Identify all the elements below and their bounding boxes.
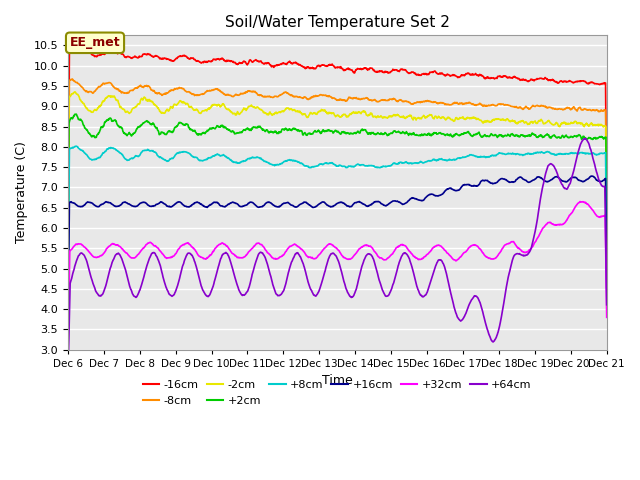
+16cm	[492, 180, 499, 186]
+2cm	[64, 295, 72, 300]
-2cm	[71, 89, 79, 95]
-2cm	[421, 115, 429, 121]
-16cm	[171, 57, 179, 62]
+16cm	[171, 202, 179, 207]
+64cm	[64, 376, 72, 382]
+64cm	[539, 184, 547, 190]
-16cm	[603, 226, 611, 231]
-16cm	[72, 44, 79, 50]
Line: +64cm: +64cm	[68, 139, 607, 379]
-16cm	[244, 60, 252, 66]
+8cm	[603, 269, 611, 275]
+32cm	[171, 252, 179, 258]
+8cm	[184, 150, 192, 156]
+8cm	[171, 153, 179, 158]
-8cm	[184, 89, 192, 95]
-16cm	[539, 76, 547, 82]
+32cm	[421, 254, 429, 260]
+2cm	[492, 132, 499, 138]
+16cm	[244, 201, 252, 206]
+8cm	[64, 308, 72, 314]
+32cm	[492, 255, 499, 261]
-8cm	[68, 76, 76, 82]
-16cm	[421, 71, 429, 77]
-8cm	[539, 103, 547, 108]
+2cm	[603, 246, 611, 252]
Legend: -16cm, -8cm, -2cm, +2cm, +8cm, +16cm, +32cm, +64cm: -16cm, -8cm, -2cm, +2cm, +8cm, +16cm, +3…	[138, 376, 536, 410]
+8cm	[492, 153, 499, 158]
-16cm	[492, 75, 499, 81]
Line: +8cm: +8cm	[68, 146, 607, 311]
+64cm	[603, 302, 611, 308]
-8cm	[64, 274, 72, 279]
+64cm	[244, 288, 252, 293]
Y-axis label: Temperature (C): Temperature (C)	[15, 142, 28, 243]
+2cm	[184, 122, 192, 128]
-2cm	[171, 101, 179, 107]
-8cm	[421, 98, 429, 104]
+32cm	[539, 226, 547, 231]
+32cm	[244, 250, 252, 256]
-8cm	[244, 88, 252, 94]
-2cm	[184, 102, 192, 108]
X-axis label: Time: Time	[322, 374, 353, 387]
-8cm	[171, 86, 179, 92]
+2cm	[72, 111, 80, 117]
-2cm	[603, 239, 611, 245]
+64cm	[421, 293, 429, 299]
Line: +32cm: +32cm	[68, 202, 607, 361]
+64cm	[582, 136, 589, 142]
Line: +16cm: +16cm	[68, 176, 607, 337]
-2cm	[244, 104, 252, 109]
+64cm	[184, 251, 191, 256]
Line: +2cm: +2cm	[68, 114, 607, 298]
+8cm	[421, 159, 429, 165]
-2cm	[492, 116, 499, 122]
-8cm	[603, 243, 611, 249]
+64cm	[492, 336, 499, 342]
Text: EE_met: EE_met	[70, 36, 120, 49]
+2cm	[171, 124, 179, 130]
+8cm	[244, 156, 252, 161]
+64cm	[171, 291, 179, 297]
+16cm	[588, 173, 596, 179]
+16cm	[64, 335, 72, 340]
+16cm	[421, 196, 429, 202]
+16cm	[539, 176, 547, 182]
-2cm	[539, 120, 547, 126]
+32cm	[576, 199, 584, 204]
+2cm	[539, 134, 547, 140]
Line: -2cm: -2cm	[68, 92, 607, 284]
+2cm	[421, 132, 429, 137]
+32cm	[64, 359, 72, 364]
+16cm	[603, 285, 611, 291]
+2cm	[244, 127, 252, 132]
+32cm	[184, 240, 191, 246]
-2cm	[64, 281, 72, 287]
Line: -16cm: -16cm	[68, 47, 607, 262]
+8cm	[72, 143, 80, 149]
+8cm	[539, 150, 547, 156]
+16cm	[184, 204, 191, 210]
-16cm	[64, 259, 72, 264]
Line: -8cm: -8cm	[68, 79, 607, 276]
Title: Soil/Water Temperature Set 2: Soil/Water Temperature Set 2	[225, 15, 450, 30]
+32cm	[603, 314, 611, 320]
-8cm	[492, 103, 499, 108]
-16cm	[184, 55, 192, 61]
